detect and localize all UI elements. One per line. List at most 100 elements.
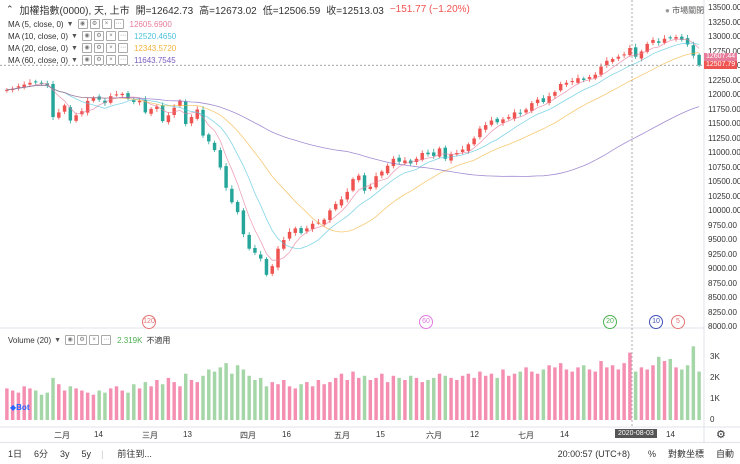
legend-volume[interactable]: Volume (20) ▼ ◉ ⚙ × ⋯ 2.319K 不適用 — [0, 334, 170, 346]
legend-ma20[interactable]: MA (20, close, 0) ▼ ◉ ⚙ × ⋯ 12343.5720 — [0, 42, 176, 54]
candle-body — [178, 100, 182, 107]
volume-bar — [276, 384, 280, 420]
time-tick-label: 14 — [94, 430, 103, 439]
more-icon[interactable]: ⋯ — [117, 43, 128, 53]
candle-body — [489, 120, 494, 125]
time-axis[interactable]: 二月 14 三月 13 四月 16 五月 15 六月 12 七月 14 14 — [0, 428, 704, 442]
price-tick-label: 13250.00 — [708, 17, 740, 27]
settings-gear-icon[interactable]: ⚙ — [716, 429, 726, 441]
more-icon[interactable]: ⋯ — [117, 31, 128, 41]
more-icon[interactable]: ⋯ — [117, 55, 128, 65]
gear-icon[interactable]: ⚙ — [93, 55, 104, 65]
auto-scale-button[interactable]: 自動 — [715, 449, 734, 459]
volume-bar — [432, 377, 436, 420]
chevron-down-icon[interactable]: ▼ — [54, 336, 62, 344]
gear-icon[interactable]: ⚙ — [89, 19, 100, 29]
volume-bar — [68, 386, 73, 420]
close-icon[interactable]: × — [105, 31, 116, 41]
candle-body — [478, 128, 482, 138]
log-scale-button[interactable]: 對數坐標 — [667, 449, 704, 459]
close-icon[interactable]: × — [101, 19, 112, 29]
percent-scale-button[interactable]: % — [647, 448, 656, 459]
event-marker-120[interactable]: 120 — [142, 315, 156, 329]
candle-body — [674, 37, 678, 39]
event-marker-5[interactable]: 5 — [671, 315, 685, 329]
time-tick-label: 四月 — [240, 431, 256, 440]
range-6m-button[interactable]: 6分 — [34, 449, 49, 459]
ohlc-open: 開=12642.73 — [135, 5, 194, 17]
volume-bar — [143, 382, 148, 420]
volume-bar — [357, 377, 361, 420]
gear-icon[interactable]: ⚙ — [93, 31, 104, 41]
volume-bar — [403, 380, 407, 420]
candle-body — [351, 179, 355, 191]
legend-ma10[interactable]: MA (10, close, 0) ▼ ◉ ⚙ × ⋯ 12520.4650 — [0, 30, 176, 42]
range-5y-button[interactable]: 5y — [81, 448, 92, 459]
eye-icon[interactable]: ◉ — [81, 31, 92, 41]
more-icon[interactable]: ⋯ — [113, 19, 124, 29]
candle-body — [45, 83, 49, 86]
eye-icon[interactable]: ◉ — [81, 55, 92, 65]
candle-body — [582, 78, 586, 80]
volume-bar — [316, 380, 321, 420]
chevron-down-icon[interactable]: ▼ — [71, 44, 78, 52]
candle-body — [633, 47, 638, 57]
volume-bar — [5, 388, 9, 420]
more-icon[interactable]: ⋯ — [101, 335, 112, 345]
close-icon[interactable]: × — [89, 335, 100, 345]
candle-body — [85, 100, 90, 113]
volume-bar — [610, 365, 615, 420]
close-icon[interactable]: × — [105, 43, 116, 53]
symbol-title[interactable]: 加權指數(0000), 天, 上市 — [19, 5, 130, 17]
volume-bar — [45, 392, 49, 420]
candle-body — [28, 82, 32, 85]
eye-icon[interactable]: ◉ — [77, 19, 88, 29]
goto-date-button[interactable]: 前往到... — [117, 449, 152, 459]
candle-body — [126, 93, 130, 99]
legend-ma5[interactable]: MA (5, close, 0) ▼ ◉ ⚙ × ⋯ 12605.6900 — [0, 18, 172, 30]
volume-bar — [74, 388, 78, 420]
candle-body — [645, 43, 649, 52]
volume-bar — [258, 377, 263, 420]
gear-icon[interactable]: ⚙ — [77, 335, 88, 345]
legend-ma10-name: MA (10, close, 0) — [8, 31, 69, 41]
eye-icon[interactable]: ◉ — [65, 335, 76, 345]
clock-time[interactable]: 20:00:57 (UTC+8) — [557, 448, 630, 459]
chart-canvas[interactable] — [0, 0, 740, 442]
candle-body — [218, 150, 223, 168]
chevron-down-icon[interactable]: ▼ — [66, 20, 74, 28]
candle-body — [62, 105, 67, 112]
ma-line-10 — [6, 42, 700, 249]
volume-label: Volume (20) — [8, 335, 52, 345]
event-marker-20[interactable]: 20 — [603, 315, 617, 329]
volume-bar — [183, 373, 188, 420]
time-tick-label: 五月 — [334, 431, 350, 440]
eye-icon[interactable]: ◉ — [81, 43, 92, 53]
chevron-down-icon[interactable]: ▼ — [71, 32, 78, 40]
event-marker-10[interactable]: 10 — [649, 315, 663, 329]
volume-bar — [657, 356, 661, 420]
candle-body — [16, 86, 21, 88]
price-tick-label: 8000.00 — [708, 322, 737, 331]
range-3y-button[interactable]: 3y — [60, 448, 70, 459]
volume-bar — [178, 386, 182, 420]
candle-body — [628, 48, 632, 56]
candle-body — [697, 54, 701, 66]
candle-body — [103, 100, 107, 104]
candle-body — [685, 38, 690, 45]
volume-bar — [212, 371, 217, 420]
candle-body — [68, 107, 73, 121]
volume-bar — [512, 373, 517, 420]
volume-bar — [443, 375, 448, 420]
legend-ma60[interactable]: MA (60, close, 0) ▼ ◉ ⚙ × ⋯ 11643.7545 — [0, 54, 176, 66]
volume-bar — [22, 386, 26, 420]
price-tick-label: 13000.00 — [708, 32, 740, 41]
collapse-icon[interactable]: ⌃ — [6, 3, 14, 14]
range-1d-button[interactable]: 1日 — [8, 449, 23, 459]
event-marker-60[interactable]: 60 — [419, 315, 433, 329]
candle-body — [310, 223, 315, 230]
close-icon[interactable]: × — [105, 55, 116, 65]
candle-body — [224, 166, 228, 188]
gear-icon[interactable]: ⚙ — [93, 43, 104, 53]
chevron-down-icon[interactable]: ▼ — [71, 56, 78, 64]
